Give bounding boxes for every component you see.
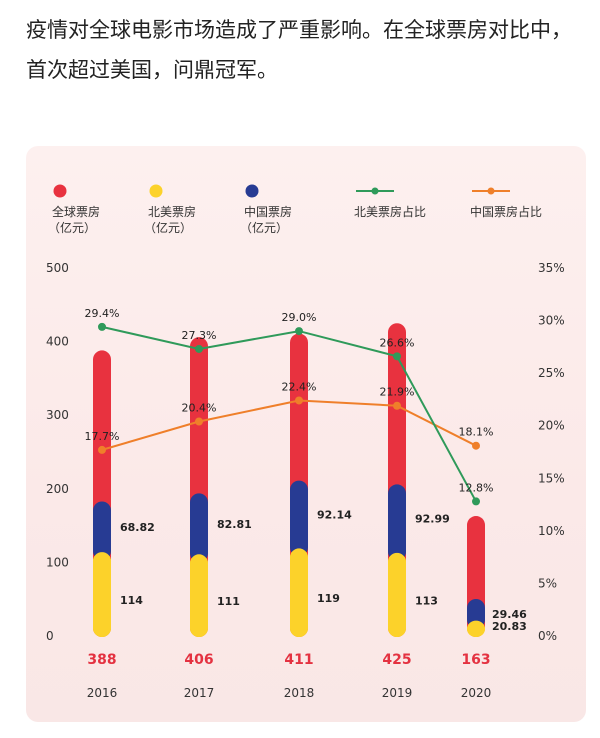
- total-label-global: 425: [382, 652, 411, 668]
- left-axis-tick: 0: [46, 629, 54, 643]
- left-axis-tick: 200: [46, 482, 69, 496]
- legend-unit-china: （亿元）: [240, 220, 288, 235]
- legend-label-cn_share_line: 中国票房占比: [470, 204, 542, 219]
- label-china: 68.82: [120, 521, 155, 534]
- label-na-share: 12.8%: [459, 481, 494, 494]
- label-north-america: 119: [317, 592, 340, 605]
- left-axis-tick: 300: [46, 408, 69, 422]
- label-na-share: 29.4%: [85, 307, 120, 320]
- left-axis-tick: 400: [46, 335, 69, 349]
- label-na-share: 29.0%: [282, 311, 317, 324]
- legend-label-china: 中国票房: [244, 204, 292, 219]
- bar-china: [290, 480, 308, 557]
- year-tick: 2016: [87, 686, 118, 700]
- chart-card: 全球票房 （亿元） 北美票房 （亿元） 中国票房 （亿元） 北美票房占比 中国票房占比 0 100…: [26, 146, 586, 722]
- label-na-share: 27.3%: [182, 329, 217, 342]
- year-tick: 2020: [461, 686, 492, 700]
- label-china: 29.46: [492, 608, 527, 621]
- point-na-share: [98, 322, 106, 331]
- legend-dot-china: [245, 184, 259, 198]
- left-axis-tick: 100: [46, 555, 69, 569]
- legend-unit-global: （亿元）: [48, 220, 96, 235]
- bar-china: [190, 493, 208, 563]
- label-cn-share: 17.7%: [85, 430, 120, 443]
- bar-north-america-overlay: [467, 620, 485, 637]
- legend-unit-north_america: （亿元）: [144, 220, 192, 235]
- legend-label-global: 全球票房: [52, 204, 100, 219]
- label-china: 92.99: [415, 513, 450, 526]
- line-na-share: [101, 325, 477, 502]
- total-label-global: 406: [184, 652, 213, 668]
- right-axis-tick: 25%: [538, 366, 565, 380]
- point-na-share: [472, 497, 480, 506]
- point-na-share: [393, 352, 401, 361]
- label-north-america: 20.83: [492, 620, 527, 633]
- point-na-share: [295, 327, 303, 336]
- label-north-america: 113: [415, 594, 438, 607]
- point-cn-share: [393, 401, 401, 410]
- box-office-chart: 全球票房（亿元）北美票房（亿元）中国票房（亿元）北美票房占比 中国票房占比0100…: [46, 184, 565, 700]
- point-cn-share: [98, 445, 106, 454]
- point-cn-share: [195, 417, 203, 426]
- legend-label-na_share_line: 北美票房占比: [354, 204, 426, 219]
- right-axis-tick: 15%: [538, 471, 565, 485]
- label-cn-share: 21.9%: [380, 386, 415, 399]
- article-text: 疫情对全球电影市场造成了严重影响。在全球票房对比中，首次超过美国，问鼎冠军。: [26, 18, 572, 82]
- bar-north-america-overlay: [290, 548, 308, 637]
- year-tick: 2017: [184, 686, 215, 700]
- right-axis-tick: 30%: [538, 314, 565, 328]
- label-china: 82.81: [217, 518, 252, 531]
- right-axis-tick: 20%: [538, 419, 565, 433]
- bar-china: [93, 501, 111, 561]
- label-cn-share: 18.1%: [459, 426, 494, 439]
- label-china: 92.14: [317, 509, 352, 522]
- year-tick: 2018: [284, 686, 315, 700]
- right-axis-tick: 10%: [538, 524, 565, 538]
- label-na-share: 26.6%: [380, 336, 415, 349]
- bar-north-america-overlay: [190, 554, 208, 637]
- total-label-global: 388: [87, 652, 116, 668]
- line-cn-share: [101, 399, 477, 451]
- label-north-america: 114: [120, 594, 143, 607]
- legend-dot-north_america: [149, 184, 163, 198]
- label-cn-share: 22.4%: [282, 380, 317, 393]
- bar-north-america-overlay: [388, 552, 406, 637]
- bar-north-america-overlay: [93, 552, 111, 637]
- total-label-global: 163: [461, 652, 490, 668]
- label-north-america: 111: [217, 595, 240, 608]
- legend-marker-na_share_line: [371, 187, 379, 195]
- bar-china: [388, 484, 406, 561]
- legend-dot-global: [53, 184, 67, 198]
- point-cn-share: [472, 441, 480, 450]
- bar-china: [467, 598, 485, 629]
- point-cn-share: [295, 396, 303, 405]
- total-label-global: 411: [284, 652, 313, 668]
- year-tick: 2019: [382, 686, 413, 700]
- left-axis-tick: 500: [46, 261, 69, 275]
- legend-marker-cn_share_line: [487, 187, 495, 195]
- label-cn-share: 20.4%: [182, 402, 217, 415]
- right-axis-tick: 5%: [538, 576, 557, 590]
- legend-label-north_america: 北美票房: [148, 204, 196, 219]
- right-axis-tick: 0%: [538, 629, 557, 643]
- point-na-share: [195, 344, 203, 353]
- right-axis-tick: 35%: [538, 261, 565, 275]
